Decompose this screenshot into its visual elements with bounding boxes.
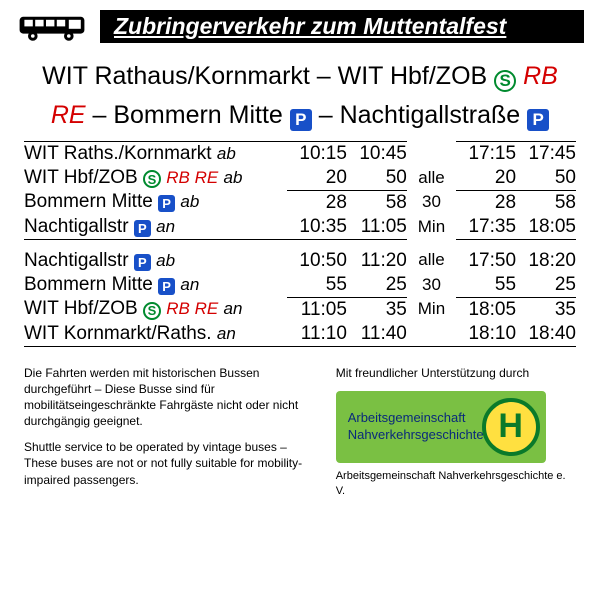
table-row: WIT Kornmarkt/Raths. an 11:1011:40 18:10…	[24, 322, 576, 347]
support-label: Mit freundlicher Unterstützung durch	[336, 365, 576, 381]
parking-icon: P	[134, 254, 151, 271]
route-seg-1: WIT Rathaus/Kornmarkt – WIT Hbf/ZOB	[42, 62, 494, 90]
sponsor-logo: Arbeitsgemeinschaft Nahverkehrsgeschicht…	[336, 391, 546, 463]
parking-icon: P	[290, 109, 312, 131]
table-row: WIT Raths./Kornmarkt ab 10:1510:45 17:15…	[24, 141, 576, 166]
s-bahn-icon: S	[143, 302, 161, 320]
table-row: Bommern Mitte P an 5525 30 5525	[24, 273, 576, 298]
haltestelle-icon: H	[482, 398, 540, 456]
route-line: WIT Rathaus/Kornmarkt – WIT Hbf/ZOB S RB…	[0, 47, 600, 141]
parking-icon: P	[527, 109, 549, 131]
route-seg-3: – Nachtigallstraße	[319, 101, 527, 129]
table-row: Bommern Mitte P ab 2858 30 2858	[24, 190, 576, 215]
bus-icon	[16, 12, 88, 42]
footer: Die Fahrten werden mit historischen Buss…	[0, 353, 600, 499]
route-seg-2: – Bommern Mitte	[93, 101, 290, 129]
s-bahn-icon: S	[494, 70, 516, 92]
page-title: Zubringerverkehr zum Muttentalfest	[100, 10, 584, 43]
footnote-de: Die Fahrten werden mit historischen Buss…	[24, 365, 318, 430]
parking-icon: P	[158, 278, 175, 295]
table-row: WIT Hbf/ZOB S RB RE an 11:0535 Min 18:05…	[24, 297, 576, 322]
table-row: Nachtigallstr P ab 10:5011:20 alle 17:50…	[24, 239, 576, 273]
table-row: WIT Hbf/ZOB S RB RE ab 2050 alle 2050	[24, 166, 576, 191]
table-row: Nachtigallstr P an 10:3511:05 Min 17:351…	[24, 215, 576, 240]
s-bahn-icon: S	[143, 170, 161, 188]
footnote-en: Shuttle service to be operated by vintag…	[24, 439, 318, 488]
sponsor-caption: Arbeitsgemeinschaft Nahverkehrsgeschicht…	[336, 469, 576, 499]
header: Zubringerverkehr zum Muttentalfest	[0, 0, 600, 47]
parking-icon: P	[158, 195, 175, 212]
parking-icon: P	[134, 220, 151, 237]
timetable-outbound: WIT Raths./Kornmarkt ab 10:1510:45 17:15…	[0, 141, 600, 353]
